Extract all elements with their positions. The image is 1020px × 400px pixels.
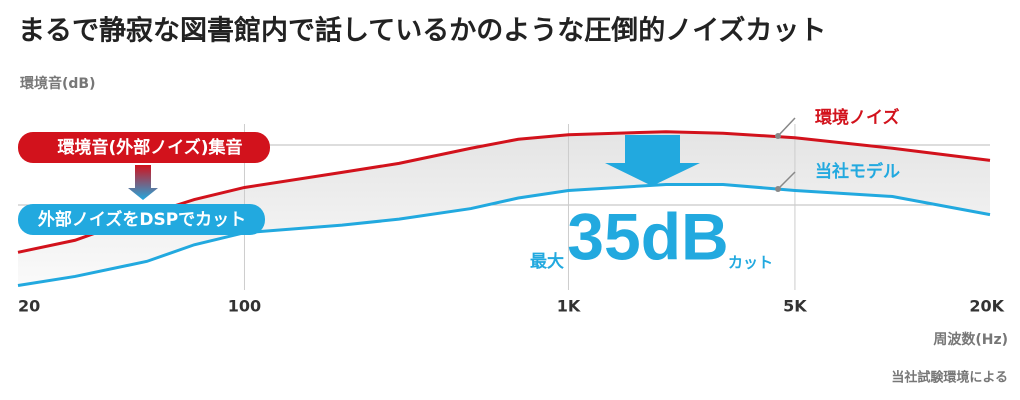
amount-label: 35dB [567,199,728,273]
note: 当社試験環境による [891,370,1008,386]
leader-dot [775,133,781,139]
x-tick-label: 1K [557,297,581,316]
legend-label: 環境ノイズ [815,107,900,128]
cut-suffix: カット [728,254,773,272]
chart-title: まるで静寂な図書館内で話しているかのような圧倒的ノイズカット [18,15,826,47]
series-line [17,182,991,287]
leader-line [777,171,796,190]
cut-box [18,204,265,235]
capture-label: 環境音(外部ノイズ)集音 [57,137,242,158]
capture-box [18,132,270,163]
y-axis-label: 環境音(dB) [20,75,96,92]
reduction-arrow [605,135,700,186]
x-tick-label: 20 [18,297,40,316]
legend-label: 当社モデル [815,161,900,182]
max-label: 最大 [530,251,564,272]
leader-dot [775,186,781,192]
reduction-band [18,131,990,286]
flow-arrow [128,165,158,200]
x-axis-label: 周波数(Hz) [933,331,1008,348]
cut-label: 外部ノイズをDSPでカット [38,209,246,230]
x-tick-label: 5K [783,297,807,316]
x-tick-label: 20K [969,297,1004,316]
x-tick-label: 100 [228,297,261,316]
leader-line [777,117,796,137]
